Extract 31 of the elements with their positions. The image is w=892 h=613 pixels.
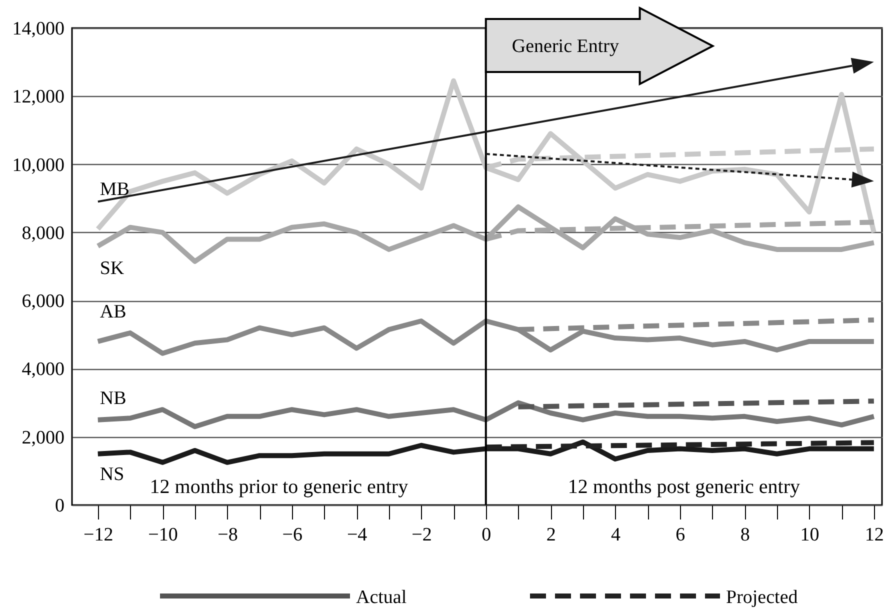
x-tick-label: −6 [282, 524, 302, 546]
x-tick-label: −10 [148, 524, 178, 546]
annotation: 12 months prior to generic entry [150, 476, 408, 498]
series-label: SK [100, 258, 124, 280]
annotation: 12 months post generic entry [568, 476, 800, 498]
annotation: Generic Entry [512, 36, 620, 57]
x-tick-label: −8 [218, 524, 238, 546]
series-label: AB [100, 301, 126, 322]
x-tick-label: 10 [800, 524, 820, 546]
x-tick-label: −2 [412, 524, 432, 546]
y-tick-label: 4,000 [22, 359, 64, 380]
x-tick-label: 12 [864, 524, 884, 546]
y-tick-label: 14,000 [12, 18, 64, 40]
y-tick-label: 2,000 [22, 427, 64, 448]
x-tick-label: 8 [740, 524, 750, 546]
x-tick-label: 2 [546, 524, 556, 546]
series-label: NB [100, 388, 126, 409]
x-tick-label: −4 [346, 524, 368, 546]
x-tick-label: 4 [610, 524, 621, 546]
x-tick-label: −12 [84, 524, 114, 546]
x-tick-label: 6 [676, 524, 686, 546]
y-tick-label: 0 [55, 496, 64, 516]
series-label: MB [100, 179, 130, 200]
y-tick-label: 12,000 [12, 86, 64, 108]
y-tick-label: 6,000 [22, 291, 64, 312]
y-tick-label: 10,000 [12, 154, 64, 176]
y-tick-label: 8,000 [22, 222, 64, 244]
text: Actual [356, 587, 407, 608]
x-tick-label: 0 [482, 524, 492, 546]
series-label: NS [100, 464, 124, 485]
text: Projected [726, 587, 798, 608]
